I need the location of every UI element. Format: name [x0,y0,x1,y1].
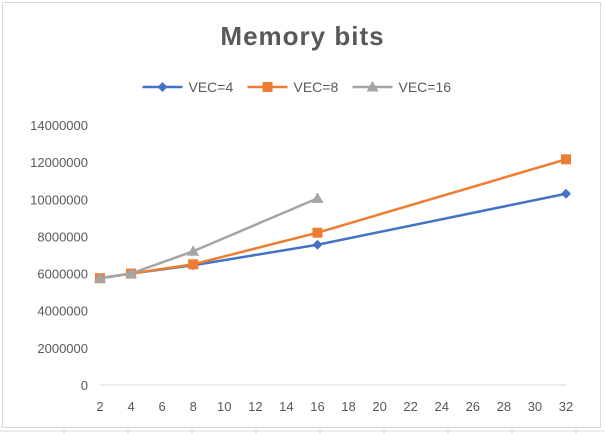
legend-item[interactable]: VEC=16 [352,79,452,95]
x-tick-label: 28 [497,399,511,414]
x-tick-label: 24 [434,399,448,414]
legend-item[interactable]: VEC=8 [247,79,339,95]
legend-marker[interactable] [262,82,273,92]
data-point[interactable] [561,188,571,199]
series-line[interactable] [99,197,318,280]
y-tick-label: 4000000 [37,304,88,319]
x-tick-label: 8 [190,399,197,414]
x-tick-label: 32 [559,399,573,414]
series-line[interactable] [99,192,567,280]
x-tick-label: 30 [528,399,542,414]
x-tick-label: 4 [127,399,134,414]
y-tick-label: 10000000 [30,192,88,207]
data-point[interactable] [187,245,200,256]
y-tick-label: 14000000 [30,118,88,133]
x-tick-label: 10 [217,399,231,414]
series-vec-16 [94,192,324,283]
x-tick-label: 12 [248,399,262,414]
y-tick-label: 2000000 [37,341,88,356]
x-axis: 2 4 6 8 10 12 14 16 18 20 22 24 26 28 30 32 [96,384,573,414]
y-tick-label: 0 [81,378,88,393]
legend-label: VEC=16 [399,79,452,95]
chart-area[interactable]: Memory bits VEC=4 VEC=8 VEC=16 0 2000000 400… [2,2,601,428]
chart-title: Memory bits [220,21,385,51]
y-tick-label: 6000000 [37,267,88,282]
data-point[interactable] [94,272,106,283]
legend-marker[interactable] [157,82,168,92]
x-tick-label: 14 [279,399,293,414]
x-tick-label: 16 [310,399,324,414]
legend: VEC=4 VEC=8 VEC=16 [142,79,452,95]
legend-item[interactable]: VEC=4 [142,79,234,95]
x-tick-label: 26 [466,399,480,414]
series-layer [94,154,571,284]
y-tick-label: 12000000 [30,155,88,170]
legend-marker[interactable] [366,81,379,92]
y-axis: 0 2000000 4000000 6000000 8000000 10000000 120… [30,118,88,393]
data-point[interactable] [561,154,571,165]
series-vec-8 [95,154,571,284]
data-point[interactable] [188,259,199,270]
x-tick-label: 20 [372,399,386,414]
x-tick-label: 18 [341,399,355,414]
data-point[interactable] [312,227,323,238]
legend-label: VEC=4 [189,79,234,95]
legend-label: VEC=8 [294,79,339,95]
data-point[interactable] [125,267,138,279]
y-tick-label: 8000000 [37,229,88,244]
x-tick-label: 2 [96,399,103,414]
x-tick-label: 6 [159,399,166,414]
x-tick-label: 22 [403,399,417,414]
data-point[interactable] [312,239,323,250]
data-point[interactable] [311,192,324,203]
line-chart: VEC=4 VEC=8 VEC=16 0 2000000 4000000 6000000 8… [30,79,573,414]
